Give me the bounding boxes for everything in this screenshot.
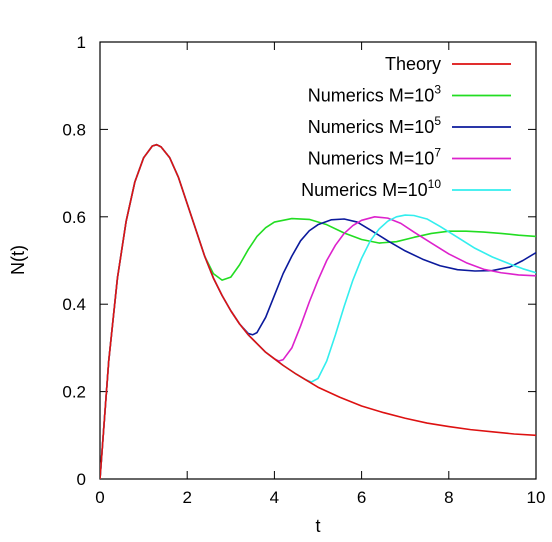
x-tick-label: 10 (527, 488, 546, 507)
y-tick-label: 0 (77, 470, 86, 489)
axis-ticks: 0 2 4 6 8 10 0 0.2 0.4 0.6 0.8 1 (62, 33, 545, 507)
x-tick-label: 4 (270, 488, 279, 507)
x-tick-label: 0 (95, 488, 104, 507)
legend-label: Numerics M=107 (308, 146, 442, 169)
y-tick-label: 0.8 (62, 120, 86, 139)
y-tick-label: 1 (77, 33, 86, 52)
legend: Theory Numerics M=103 Numerics M=105 Numeri… (301, 54, 511, 200)
series-line (100, 143, 536, 479)
legend-label: Numerics M=103 (308, 83, 442, 106)
x-tick-label: 2 (182, 488, 191, 507)
series-lines (100, 143, 536, 479)
legend-label: Numerics M=105 (308, 114, 442, 137)
legend-label: Numerics M=1010 (301, 177, 441, 200)
x-tick-label: 6 (357, 488, 366, 507)
plot-frame (99, 41, 537, 480)
y-tick-label: 0.4 (62, 295, 86, 314)
y-axis-label: N(t) (8, 245, 28, 275)
legend-label: Theory (385, 54, 441, 74)
x-tick-label: 8 (444, 488, 453, 507)
x-axis-label: t (315, 516, 320, 536)
y-tick-label: 0.2 (62, 383, 86, 402)
y-tick-label: 0.6 (62, 208, 86, 227)
